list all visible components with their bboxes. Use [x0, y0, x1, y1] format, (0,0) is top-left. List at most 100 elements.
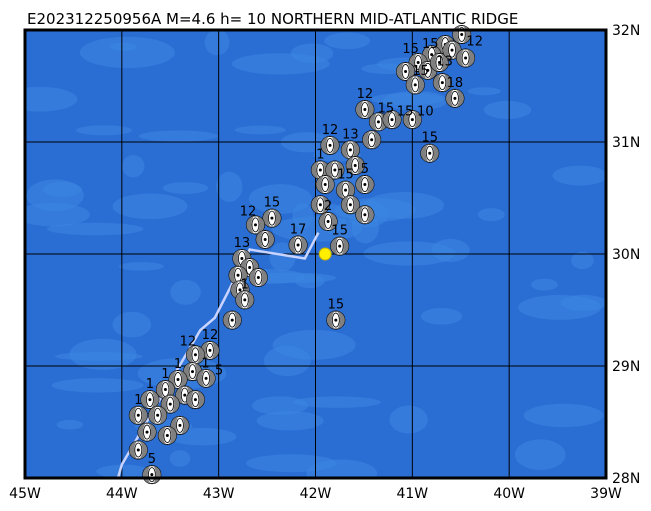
depth-label: 15	[337, 168, 354, 183]
beachball-compressional-quadrant	[406, 75, 425, 94]
focal-mechanism-beachball	[128, 440, 148, 460]
bathymetry-patch	[170, 279, 201, 305]
beachball-axis-dot	[413, 83, 417, 87]
beachball-axis-dot	[150, 473, 154, 477]
depth-label: 15	[264, 196, 281, 211]
bathymetry-patch	[363, 191, 445, 219]
beachball-axis-dot	[193, 353, 197, 357]
beachball-axis-dot	[256, 276, 260, 280]
beachball-compressional-quadrant	[403, 110, 422, 129]
beachball-axis-dot	[318, 168, 322, 172]
beachball-axis-dot	[238, 288, 242, 292]
beachball-axis-dot	[236, 273, 240, 277]
focal-mechanism-beachball	[222, 310, 242, 330]
beachball-axis-dot	[248, 265, 252, 269]
depth-label: 15	[397, 105, 414, 120]
bathymetry-patch	[271, 216, 363, 242]
focal-mechanism-beachball	[420, 143, 440, 163]
depth-label: 1	[161, 367, 169, 382]
lon-tick-label: 40W	[493, 486, 525, 502]
depth-label: 1	[134, 393, 142, 408]
beachball-compressional-quadrant	[443, 41, 462, 60]
beachball-compressional-quadrant	[355, 100, 374, 119]
bathymetry-patch	[552, 165, 606, 186]
focal-mechanism-beachball	[445, 88, 465, 108]
beachball-axis-dot	[145, 430, 149, 434]
bathymetry-patch	[216, 171, 243, 202]
ridge-axis-line	[116, 232, 320, 479]
bathymetry-patch	[169, 450, 191, 467]
beachball-compressional-quadrant	[430, 53, 449, 72]
depth-label: 15	[402, 42, 419, 57]
bathymetry-patch	[96, 464, 152, 478]
beachball-axis-dot	[193, 398, 197, 402]
lon-tick-label: 39W	[590, 486, 622, 502]
depth-label: 15	[421, 131, 438, 146]
beachball-compressional-quadrant	[445, 89, 464, 108]
bathymetry-patch	[69, 338, 137, 370]
epicenter-marker	[318, 247, 332, 261]
beachball-compressional-quadrant	[168, 370, 187, 389]
beachball-compressional-quadrant	[362, 130, 381, 149]
beachball-axis-dot	[363, 183, 367, 187]
bathymetry-patch	[56, 419, 84, 430]
beachball-compressional-quadrant	[420, 144, 439, 163]
depth-label: 15	[412, 64, 429, 79]
beachball-compressional-quadrant	[321, 136, 340, 155]
beachball-axis-dot	[178, 423, 182, 427]
beachball-axis-dot	[191, 370, 195, 374]
depth-label: 13	[342, 127, 359, 142]
beachball-compressional-quadrant	[346, 156, 365, 175]
bathymetry-patch	[389, 405, 428, 434]
beachball-axis-dot	[163, 388, 167, 392]
beachball-axis-dot	[363, 213, 367, 217]
focal-mechanism-beachball	[330, 236, 350, 256]
beachball-compressional-quadrant	[355, 205, 374, 224]
depth-label: 1	[146, 377, 154, 392]
depth-label: 5	[361, 162, 369, 177]
beachball-axis-dot	[136, 448, 140, 452]
beachball-axis-dot	[370, 138, 374, 142]
beachball-compressional-quadrant	[289, 236, 308, 255]
beachball-axis-dot	[376, 120, 380, 124]
bathymetry-patch	[256, 411, 324, 431]
beachball-axis-dot	[204, 376, 208, 380]
bathymetry-patch	[118, 262, 164, 271]
focal-mechanism-beachball	[185, 390, 205, 410]
depth-label: 5	[148, 452, 156, 467]
beachball-compressional-quadrant	[156, 380, 175, 399]
bathymetry-patch	[523, 403, 604, 428]
lat-tick-label: 29N	[612, 359, 640, 375]
focal-mechanism-beachball	[396, 61, 416, 81]
focal-mechanism-beachball	[432, 73, 452, 93]
bathymetry-patch	[514, 439, 566, 471]
beachball-axis-dot	[328, 143, 332, 147]
depth-label: 17	[290, 223, 307, 238]
focal-mechanism-beachball	[320, 135, 340, 155]
depth-label: 12	[466, 34, 483, 49]
beachball-compressional-quadrant	[249, 268, 268, 287]
beachball-axis-dot	[333, 168, 337, 172]
lat-tick-label: 32N	[612, 23, 640, 39]
focal-mechanism-beachball	[326, 310, 346, 330]
bathymetry-patch	[571, 251, 594, 270]
focal-mechanism-beachball	[245, 215, 265, 235]
focal-mechanism-beachball	[288, 235, 308, 255]
beachball-compressional-quadrant	[129, 406, 148, 425]
focal-mechanism-beachball	[355, 175, 375, 195]
beachball-axis-dot	[136, 413, 140, 417]
focal-mechanism-beachball	[128, 405, 148, 425]
focal-mechanism-beachball	[140, 390, 160, 410]
bathymetry-patch	[477, 208, 505, 222]
lon-tick-label: 41W	[396, 486, 428, 502]
beachball-axis-dot	[318, 203, 322, 207]
beachball-axis-dot	[390, 118, 394, 122]
beachball-axis-dot	[430, 53, 434, 57]
beachball-compressional-quadrant	[336, 181, 355, 200]
bathymetry-patch	[51, 378, 144, 393]
beachball-compressional-quadrant	[433, 73, 452, 92]
beachball-compressional-quadrant	[341, 140, 360, 159]
lat-tick-label: 31N	[612, 135, 640, 151]
focal-mechanism-beachball	[340, 140, 360, 160]
beachball-axis-dot	[263, 237, 267, 241]
